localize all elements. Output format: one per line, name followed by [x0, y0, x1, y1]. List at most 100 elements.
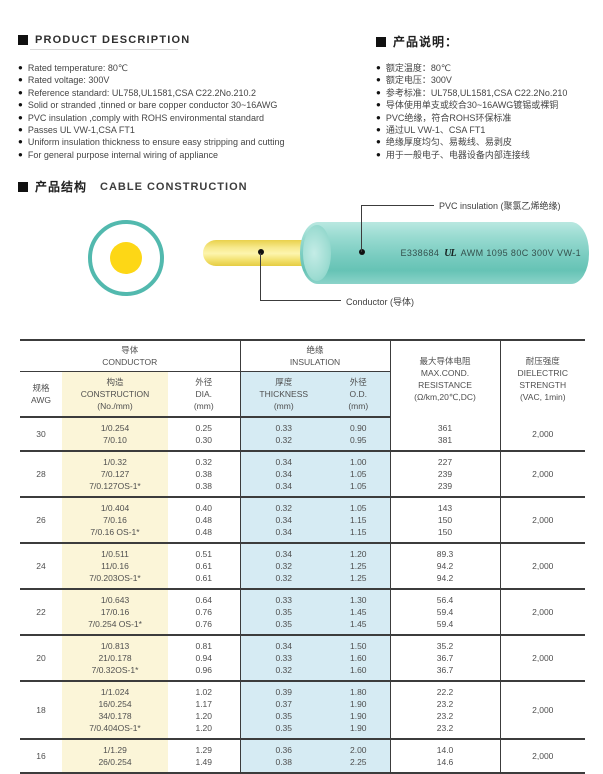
- cell-thickness: 0.33 0.35 0.35: [240, 589, 327, 636]
- cable-construction-heading: 产品结构 CABLE CONSTRUCTION: [18, 178, 248, 195]
- cell-construction: 1/0.643 17/0.16 7/0.254 OS-1*: [62, 589, 168, 636]
- header-conductor-group: 导体 CONDUCTOR: [20, 339, 241, 372]
- spec-item: ● 额定电压：300V: [376, 74, 601, 86]
- pvc-leader-dot: [359, 249, 365, 255]
- pvc-leader-line-v: [361, 205, 362, 252]
- spec-item-text: 参考标准：UL758,UL1581,CSA C22.2No.210: [385, 87, 568, 98]
- section-title-en: CABLE CONSTRUCTION: [100, 180, 248, 193]
- cell-resistance: 22.2 23.2 23.2 23.2: [390, 681, 501, 740]
- cable-rating-text: AWM 1095 80C 300V VW-1: [460, 248, 581, 258]
- header-awg: 规格 AWG: [20, 371, 62, 418]
- cell-awg: 24: [20, 543, 62, 590]
- bullet-icon: ●: [18, 100, 23, 110]
- cable-marking: E338684 UL AWM 1095 80C 300V VW-1: [300, 222, 589, 284]
- section-title: 产品说明：: [393, 35, 459, 49]
- table-row: 24 1/0.511 11/0.16 7/0.203OS-1* 0.51 0.61 …: [20, 543, 586, 590]
- cell-dia: 1.29 1.49: [168, 739, 241, 774]
- spec-item-text: For general purpose internal wiring of a…: [27, 149, 218, 160]
- spec-item: ● Reference standard: UL758,UL1581,CSA C2…: [18, 87, 373, 99]
- spec-item: ● PVC绝缘，符合ROHS环保标准: [376, 112, 601, 124]
- cell-od: 1.80 1.90 1.90 1.90: [327, 681, 391, 740]
- cell-resistance: 35.2 36.7 36.7: [390, 635, 501, 682]
- bullet-icon: ●: [376, 125, 381, 135]
- cell-dielectric: 2,000: [500, 681, 586, 740]
- bullet-icon: ●: [18, 137, 23, 147]
- cell-dia: 0.81 0.94 0.96: [168, 635, 241, 682]
- bullet-icon: ●: [376, 87, 381, 97]
- cell-dia: 0.32 0.38 0.38: [168, 451, 241, 498]
- table-row: 16 1/1.29 26/0.254 1.29 1.49 0.36 0.38 2.00 …: [20, 739, 586, 774]
- header-thickness: 厚度 THICKNESS (mm): [240, 371, 327, 418]
- cell-resistance: 361 381: [390, 417, 501, 452]
- cell-od: 1.50 1.60 1.60: [327, 635, 391, 682]
- spec-item: ● Uniform insulation thickness to ensure …: [18, 136, 373, 148]
- cable-cross-section: [88, 220, 164, 296]
- header-resistance: 最大导体电阻 MAX.COND. RESISTANCE (Ω/km,20℃,DC…: [390, 339, 501, 417]
- cell-construction: 1/0.511 11/0.16 7/0.203OS-1*: [62, 543, 168, 590]
- heading-underline: [30, 49, 178, 50]
- pvc-leader-line-h: [361, 205, 434, 206]
- cell-awg: 26: [20, 497, 62, 544]
- cell-od: 1.00 1.05 1.05: [327, 451, 391, 498]
- cell-construction: 1/1.29 26/0.254: [62, 739, 168, 774]
- product-description-heading: PRODUCT DESCRIPTION: [18, 34, 190, 46]
- header-construction: 构造 CONSTRUCTION (No./mm): [62, 371, 168, 418]
- cell-dia: 0.25 0.30: [168, 417, 241, 452]
- spec-item: ● 导体使用单支或绞合30~16AWG镀锡或裸铜: [376, 99, 601, 111]
- cell-dielectric: 2,000: [500, 543, 586, 590]
- cell-thickness: 0.32 0.34 0.34: [240, 497, 327, 544]
- bullet-icon: ●: [376, 100, 381, 110]
- bullet-icon: ●: [376, 75, 381, 85]
- cell-thickness: 0.33 0.32: [240, 417, 327, 452]
- cell-construction: 1/0.813 21/0.178 7/0.32OS-1*: [62, 635, 168, 682]
- section-marker-icon: [18, 35, 28, 45]
- cell-construction: 1/1.024 16/0.254 34/0.178 7/0.404OS-1*: [62, 681, 168, 740]
- cell-awg: 18: [20, 681, 62, 740]
- spec-item-text: PVC insulation ,comply with ROHS environ…: [27, 112, 264, 123]
- cell-dia: 0.64 0.76 0.76: [168, 589, 241, 636]
- cell-thickness: 0.39 0.37 0.35 0.35: [240, 681, 327, 740]
- table-row: 20 1/0.813 21/0.178 7/0.32OS-1* 0.81 0.94 …: [20, 635, 586, 682]
- cell-dielectric: 2,000: [500, 417, 586, 452]
- spec-item-text: PVC绝缘，符合ROHS环保标准: [385, 112, 512, 123]
- product-notes-list: ● 额定温度：80℃ ● 额定电压：300V ● 参考标准：UL758,UL1581,CS…: [376, 62, 601, 161]
- ul-logo-icon: UL: [444, 247, 456, 259]
- bullet-icon: ●: [376, 112, 381, 122]
- spec-item: ● 通过UL VW-1、CSA FT1: [376, 124, 601, 136]
- spec-item-text: Reference standard: UL758,UL1581,CSA C22…: [27, 87, 256, 98]
- spec-item: ● Rated voltage: 300V: [18, 74, 373, 86]
- spec-table-body: 30 1/0.254 7/0.10 0.25 0.30 0.33 0.32 0.90 0…: [20, 417, 586, 774]
- header-dia: 外径 DIA. (mm): [168, 371, 241, 418]
- section-title-cn: 产品结构: [35, 180, 88, 194]
- conductor-core-icon: [110, 242, 142, 274]
- cell-awg: 30: [20, 417, 62, 452]
- cell-resistance: 14.0 14.6: [390, 739, 501, 774]
- cell-thickness: 0.36 0.38: [240, 739, 327, 774]
- cell-dielectric: 2,000: [500, 739, 586, 774]
- spec-item-text: 导体使用单支或绞合30~16AWG镀锡或裸铜: [385, 100, 559, 111]
- spec-item: ● PVC insulation ,comply with ROHS enviro…: [18, 112, 373, 124]
- spec-item: ● For general purpose internal wiring of …: [18, 149, 373, 161]
- cell-od: 0.90 0.95: [327, 417, 391, 452]
- cell-construction: 1/0.254 7/0.10: [62, 417, 168, 452]
- table-row: 18 1/1.024 16/0.254 34/0.178 7/0.404OS-1*…: [20, 681, 586, 740]
- spec-item: ● Solid or stranded ,tinned or bare coppe…: [18, 99, 373, 111]
- cell-dielectric: 2,000: [500, 589, 586, 636]
- spec-item: ● 额定温度：80℃: [376, 62, 601, 74]
- cable-insulation: [300, 222, 589, 284]
- ul-file-number: E338684: [400, 248, 440, 258]
- cell-dia: 0.51 0.61 0.61: [168, 543, 241, 590]
- header-insulation-group: 绝缘 INSULATION: [240, 339, 391, 372]
- bullet-icon: ●: [18, 75, 23, 85]
- cell-awg: 28: [20, 451, 62, 498]
- spec-item: ● 参考标准：UL758,UL1581,CSA C22.2No.210: [376, 87, 601, 99]
- bullet-icon: ●: [376, 63, 381, 72]
- cell-construction: 1/0.32 7/0.127 7/0.127OS-1*: [62, 451, 168, 498]
- conductor-leader-line-v: [260, 253, 261, 301]
- spec-item: ● Passes UL VW-1,CSA FT1: [18, 124, 373, 136]
- spec-item-text: Solid or stranded ,tinned or bare copper…: [27, 100, 278, 111]
- cell-resistance: 56.4 59.4 59.4: [390, 589, 501, 636]
- cell-resistance: 143 150 150: [390, 497, 501, 544]
- cell-od: 1.05 1.15 1.15: [327, 497, 391, 544]
- spec-item-text: Rated temperature: 80℃: [27, 63, 129, 73]
